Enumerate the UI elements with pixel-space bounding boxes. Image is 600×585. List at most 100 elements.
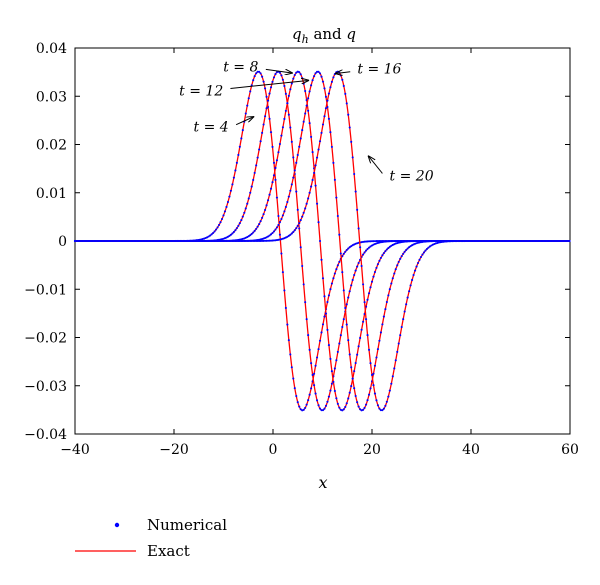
numerical-point xyxy=(366,399,369,402)
numerical-point xyxy=(305,403,308,406)
numerical-point xyxy=(477,239,480,243)
numerical-point xyxy=(226,239,229,243)
numerical-point xyxy=(298,145,301,148)
numerical-point xyxy=(268,193,271,196)
numerical-point xyxy=(305,104,308,107)
numerical-point xyxy=(313,75,316,78)
numerical-point xyxy=(212,231,215,235)
numerical-point xyxy=(213,239,216,243)
numerical-point xyxy=(367,292,371,295)
numerical-point xyxy=(145,239,148,243)
numerical-point xyxy=(327,294,330,297)
numerical-point xyxy=(90,239,93,243)
numerical-point xyxy=(552,239,555,243)
numerical-point xyxy=(226,200,229,204)
numerical-point xyxy=(272,161,276,164)
numerical-point xyxy=(341,255,344,258)
numerical-point xyxy=(283,84,286,88)
curve-annotations: t = 8t = 12 t = 4 t = 16 t = 20 xyxy=(179,59,434,184)
numerical-point xyxy=(287,195,290,198)
numerical-point xyxy=(333,178,336,181)
numerical-point xyxy=(541,239,544,243)
numerical-point xyxy=(256,239,259,243)
numerical-point xyxy=(307,197,310,200)
numerical-point xyxy=(366,334,369,337)
numerical-point xyxy=(102,239,105,243)
numerical-point xyxy=(370,373,374,377)
numerical-point xyxy=(336,402,339,405)
numerical-point xyxy=(310,84,313,87)
numerical-point xyxy=(540,239,543,243)
numerical-point xyxy=(348,290,351,293)
numerical-point xyxy=(394,359,397,362)
numerical-point xyxy=(433,240,436,243)
numerical-point xyxy=(393,240,396,243)
numerical-point xyxy=(537,239,540,243)
numerical-point xyxy=(323,295,326,298)
numerical-point xyxy=(295,394,298,398)
numerical-point xyxy=(451,240,454,243)
numerical-point xyxy=(311,178,314,181)
numerical-point xyxy=(320,75,323,78)
numerical-point xyxy=(370,280,374,283)
numerical-point xyxy=(108,239,111,243)
numerical-point xyxy=(323,407,326,410)
numerical-point xyxy=(222,214,225,217)
numerical-point xyxy=(149,239,152,243)
numerical-point xyxy=(452,240,455,243)
numerical-point xyxy=(342,289,345,292)
numerical-point xyxy=(255,227,258,230)
numerical-point xyxy=(338,406,341,409)
numerical-point xyxy=(320,258,323,261)
numerical-point xyxy=(164,239,167,243)
numerical-point xyxy=(479,239,482,243)
numerical-point xyxy=(338,260,341,263)
numerical-point xyxy=(296,208,299,211)
numerical-point xyxy=(320,409,323,412)
numerical-point xyxy=(269,187,273,190)
numerical-point xyxy=(299,219,302,222)
numerical-point xyxy=(415,265,418,268)
numerical-point xyxy=(318,339,322,342)
numerical-point xyxy=(359,408,362,411)
numerical-point xyxy=(347,247,350,250)
numerical-point xyxy=(106,239,109,243)
y-tick-label: −0.02 xyxy=(24,331,67,347)
numerical-point xyxy=(341,409,344,412)
numerical-point xyxy=(359,336,362,340)
numerical-point xyxy=(424,249,427,252)
numerical-point xyxy=(229,239,232,243)
numerical-point xyxy=(517,239,521,243)
numerical-point xyxy=(96,239,99,243)
numerical-point xyxy=(298,405,301,408)
numerical-point xyxy=(281,78,284,81)
numerical-point xyxy=(409,284,412,287)
numerical-point xyxy=(385,400,388,403)
numerical-point xyxy=(228,234,231,237)
numerical-point xyxy=(486,239,489,243)
numerical-point xyxy=(427,246,430,249)
numerical-point xyxy=(381,409,384,412)
numerical-point xyxy=(262,239,265,242)
numerical-point xyxy=(253,229,256,232)
numerical-point xyxy=(332,76,335,79)
numerical-point xyxy=(316,202,319,205)
numerical-point xyxy=(336,264,339,267)
numerical-point xyxy=(304,301,307,304)
numerical-point xyxy=(249,191,252,194)
numerical-point xyxy=(220,239,224,243)
numerical-point xyxy=(497,239,500,243)
numerical-point xyxy=(360,264,363,268)
numerical-point xyxy=(431,240,434,243)
numerical-point xyxy=(473,239,476,243)
numerical-point xyxy=(354,361,357,365)
numerical-point xyxy=(350,366,353,369)
numerical-point xyxy=(94,239,97,243)
legend-numerical-marker xyxy=(114,522,120,528)
numerical-point xyxy=(269,86,273,89)
numerical-point xyxy=(189,239,192,243)
numerical-point xyxy=(280,217,283,221)
annotation-arrow xyxy=(265,68,293,73)
numerical-point xyxy=(510,239,513,243)
numerical-point xyxy=(249,239,252,243)
